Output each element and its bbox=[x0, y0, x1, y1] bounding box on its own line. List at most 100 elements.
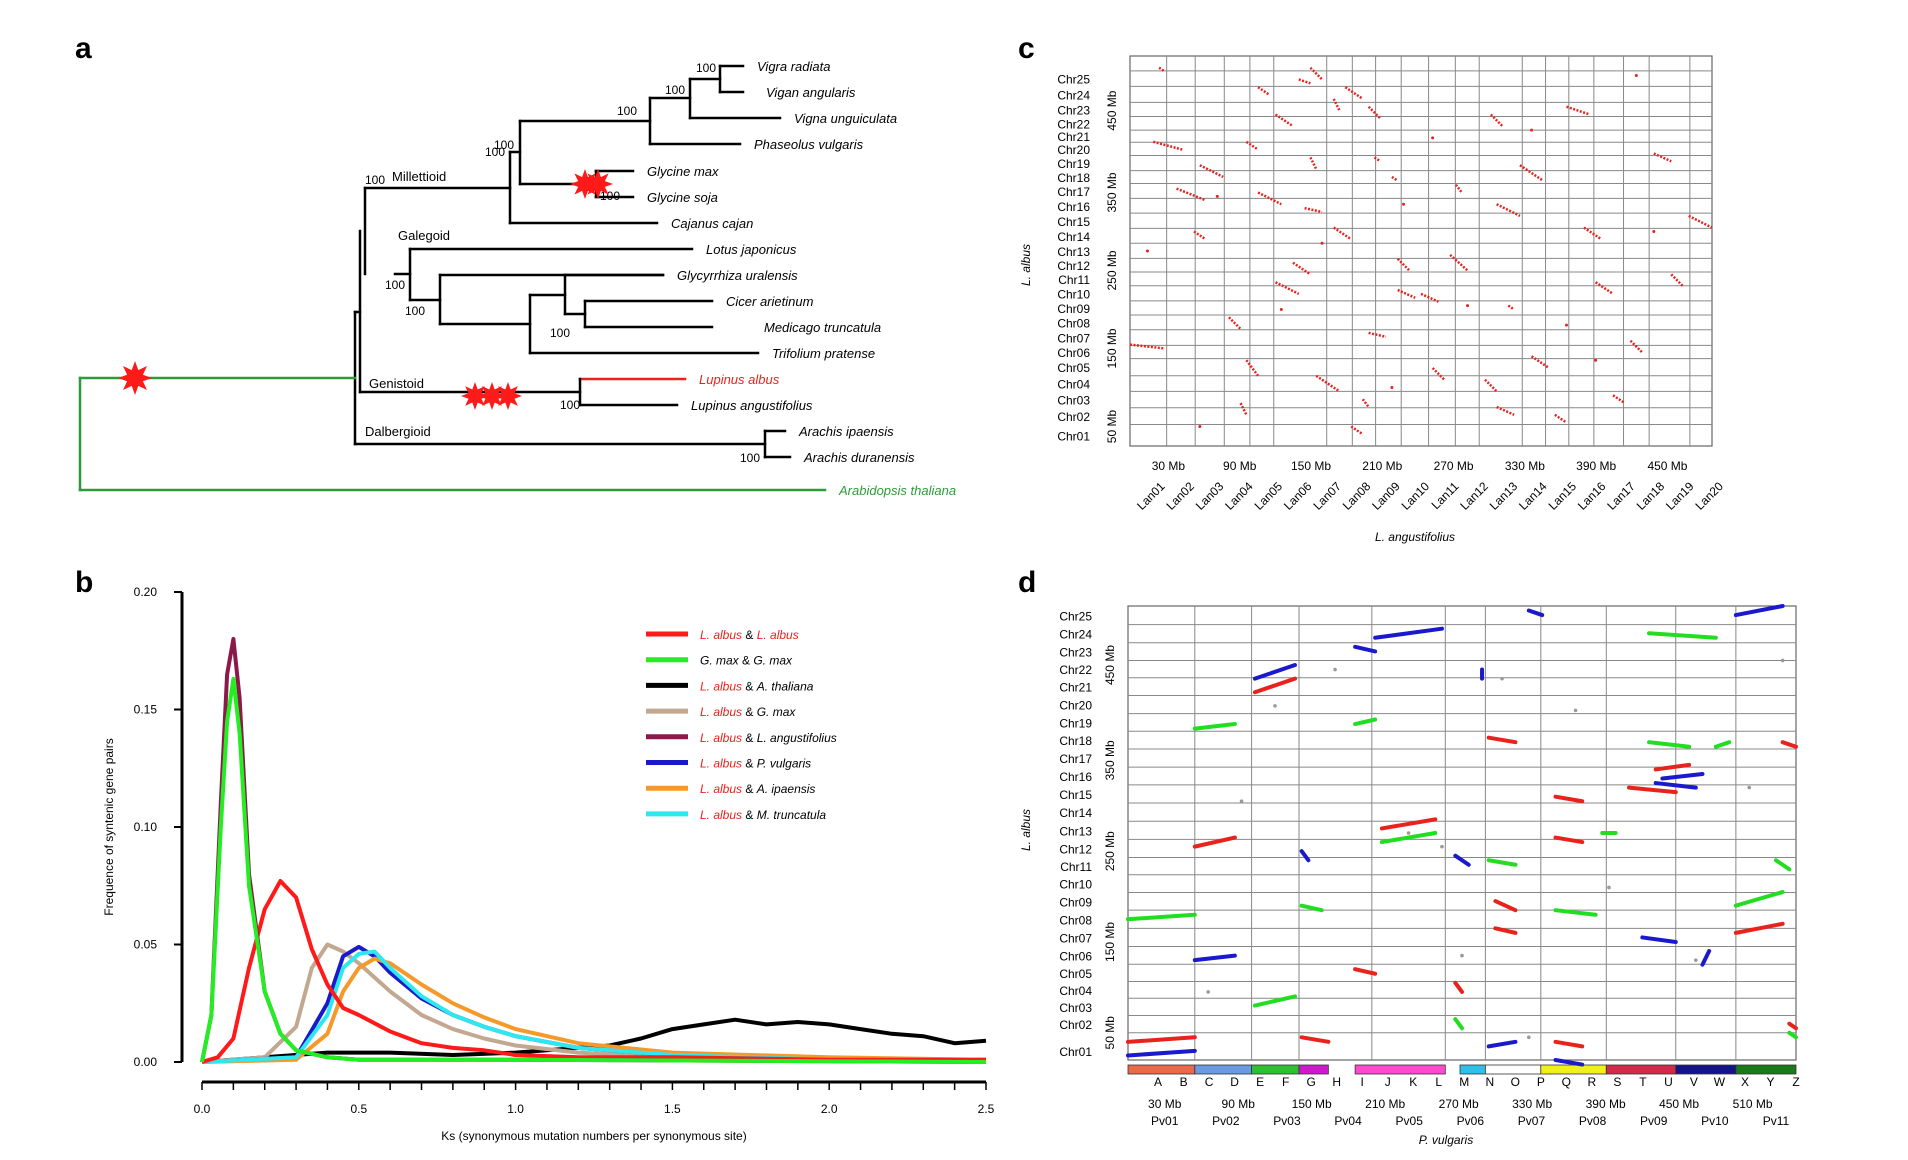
legend-label: L. albus & P. vulgaris bbox=[700, 757, 811, 771]
block-letter: N bbox=[1485, 1075, 1494, 1089]
clade-label: Genistoid bbox=[369, 376, 424, 391]
synteny-dot bbox=[1390, 386, 1394, 389]
x-chrom-label: Lan05 bbox=[1252, 479, 1286, 513]
y-chrom-label: Chr07 bbox=[1057, 332, 1090, 346]
chromosome-bar-segment bbox=[1298, 1064, 1329, 1075]
synteny-segment-green bbox=[1192, 722, 1237, 731]
synteny-dot bbox=[1215, 194, 1219, 198]
y-chrom-label: Chr24 bbox=[1059, 628, 1092, 642]
synteny-segment-red bbox=[1493, 899, 1518, 913]
synteny-segment-green bbox=[1787, 1030, 1798, 1040]
x-tick-label: 450 Mb bbox=[1659, 1097, 1699, 1111]
synteny-dots bbox=[1396, 257, 1411, 272]
legend-text-part: & bbox=[742, 705, 757, 719]
y-tick-label: 150 Mb bbox=[1105, 328, 1119, 368]
chromosome-bar-segment bbox=[1354, 1064, 1446, 1075]
legend-label: L. albus & G. max bbox=[700, 705, 796, 719]
block-letter: U bbox=[1664, 1075, 1673, 1089]
synteny-segment-blue bbox=[1453, 853, 1471, 867]
species-label: Glycyrrhiza uralensis bbox=[677, 268, 798, 283]
synteny-dots bbox=[1583, 226, 1603, 241]
synteny-dot bbox=[1634, 74, 1638, 77]
x-tick-label: 0.0 bbox=[194, 1102, 211, 1116]
synteny-dots bbox=[1333, 226, 1352, 241]
x-tick-label: 90 Mb bbox=[1223, 459, 1257, 473]
synteny-segment-blue bbox=[1733, 604, 1785, 618]
species-label: Lupinus angustifolius bbox=[691, 398, 813, 413]
synteny-dots bbox=[1489, 113, 1504, 128]
synteny-dots bbox=[1653, 152, 1672, 163]
block-letter: M bbox=[1459, 1075, 1469, 1089]
synteny-segment-green bbox=[1486, 858, 1518, 867]
synteny-segment-blue bbox=[1126, 1048, 1197, 1058]
x-chrom-label: Lan15 bbox=[1546, 479, 1580, 513]
dotplot-lalbus-vs-pvulgaris: Chr01 Chr02 Chr03 Chr04 Chr05 Chr06 Chr07 Chr08… bbox=[1019, 604, 1800, 1147]
x-chrom-label: Lan20 bbox=[1693, 479, 1727, 513]
block-letter: X bbox=[1741, 1075, 1749, 1089]
x-chrom-label: Lan14 bbox=[1516, 479, 1550, 513]
y-chrom-label: Chr04 bbox=[1057, 378, 1090, 392]
synteny-dot bbox=[1198, 425, 1202, 428]
y-chrom-label: Chr19 bbox=[1057, 157, 1090, 171]
synteny-dots bbox=[1304, 206, 1323, 214]
synteny-dots bbox=[1245, 359, 1260, 377]
synteny-segment-green bbox=[1647, 740, 1692, 749]
synteny-segment-red bbox=[1192, 835, 1237, 849]
x-axis-label: L. angustifolius bbox=[1375, 530, 1455, 544]
y-chrom-label: Chr11 bbox=[1060, 860, 1092, 874]
species-label: Medicago truncatula bbox=[764, 320, 881, 335]
synteny-dots bbox=[1245, 140, 1259, 151]
x-tick-label: 270 Mb bbox=[1434, 459, 1474, 473]
synteny-dot bbox=[1145, 249, 1149, 253]
synteny-segment-blue bbox=[1553, 1058, 1585, 1067]
y-chrom-label: Chr02 bbox=[1059, 1018, 1092, 1032]
x-chrom-label: Lan13 bbox=[1487, 479, 1521, 513]
x-chrom-label: Pv06 bbox=[1457, 1114, 1485, 1128]
x-chrom-label: Lan18 bbox=[1634, 479, 1668, 513]
y-chrom-label: Chr22 bbox=[1059, 663, 1092, 677]
y-tick-label: 0.15 bbox=[134, 703, 158, 717]
x-chrom-label: Pv04 bbox=[1334, 1114, 1362, 1128]
x-axis-label: Ks (synonymous mutation numbers per syno… bbox=[441, 1129, 746, 1143]
synteny-dot-grey bbox=[1694, 958, 1698, 962]
y-tick-label: 0.10 bbox=[134, 820, 158, 834]
synteny-dots bbox=[1594, 281, 1614, 295]
species-label: Arabidopsis thaliana bbox=[838, 483, 956, 498]
synteny-dots bbox=[1274, 113, 1294, 128]
y-chrom-label: Chr05 bbox=[1057, 361, 1090, 375]
synteny-segment-blue bbox=[1526, 608, 1545, 618]
synteny-dot bbox=[1402, 202, 1406, 206]
y-chrom-label: Chr11 bbox=[1058, 273, 1090, 287]
legend-label: L. albus & A. thaliana bbox=[700, 679, 814, 693]
synteny-dot-grey bbox=[1573, 708, 1578, 713]
x-chrom-label: Lan11 bbox=[1429, 479, 1462, 512]
x-tick-label: 30 Mb bbox=[1148, 1097, 1182, 1111]
synteny-dots bbox=[1507, 304, 1515, 311]
chromosome-bar-segment bbox=[1540, 1064, 1607, 1075]
legend-text-part: A. ipaensis bbox=[756, 782, 816, 796]
x-tick-label: 390 Mb bbox=[1576, 459, 1616, 473]
y-chrom-label: Chr15 bbox=[1059, 788, 1092, 802]
y-chrom-label: Chr08 bbox=[1057, 316, 1090, 330]
bootstrap-value: 100 bbox=[740, 451, 760, 465]
synteny-segment-blue bbox=[1640, 935, 1678, 944]
synteny-dot bbox=[1320, 241, 1324, 245]
y-chrom-label: Chr17 bbox=[1059, 752, 1092, 766]
block-letter: G bbox=[1306, 1075, 1315, 1089]
x-chrom-label: Pv05 bbox=[1396, 1114, 1424, 1128]
legend-text-part: L. albus bbox=[700, 628, 742, 642]
synteny-dot-grey bbox=[1527, 1035, 1531, 1040]
synteny-dots bbox=[1274, 281, 1300, 296]
bootstrap-value: 100 bbox=[485, 145, 505, 159]
panel-label-d: d bbox=[1018, 566, 1036, 599]
synteny-segment-blue bbox=[1700, 949, 1712, 967]
x-chrom-label: Lan06 bbox=[1281, 479, 1315, 513]
synteny-dots bbox=[1193, 230, 1207, 241]
panel-label-c: c bbox=[1018, 32, 1035, 65]
y-chrom-label: Chr21 bbox=[1057, 130, 1090, 144]
block-letter: C bbox=[1205, 1075, 1214, 1089]
species-label: Arachis ipaensis bbox=[798, 424, 894, 439]
legend-text-part: L. albus bbox=[700, 705, 742, 719]
block-letter: Q bbox=[1562, 1075, 1571, 1089]
synteny-dots bbox=[1530, 355, 1550, 370]
